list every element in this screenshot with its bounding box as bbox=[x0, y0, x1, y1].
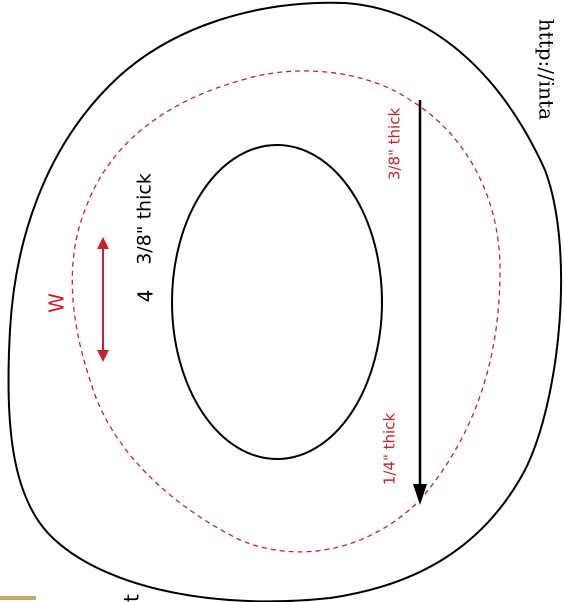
outer-outline bbox=[7, 1, 563, 602]
down-arrow-icon bbox=[413, 484, 427, 505]
inner-ellipse bbox=[171, 144, 383, 460]
label-thick-right-top: 3/8" thick bbox=[386, 108, 404, 181]
url-fragment: http://inta bbox=[535, 19, 559, 120]
label-thick-right-bottom: 1/4" thick bbox=[381, 413, 399, 486]
corner-mark bbox=[0, 596, 36, 600]
bottom-fragment: t bbox=[120, 594, 144, 602]
label-thick-left: 3/8" thick bbox=[134, 173, 156, 265]
dashed-cut-line bbox=[71, 70, 501, 553]
label-four: 4 bbox=[134, 290, 158, 303]
label-w: W bbox=[45, 293, 69, 313]
